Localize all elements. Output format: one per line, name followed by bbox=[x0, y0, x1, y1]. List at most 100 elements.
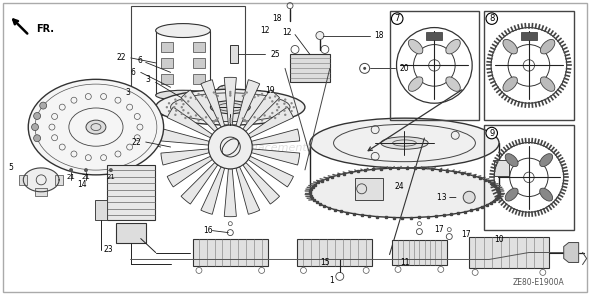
Circle shape bbox=[189, 96, 192, 99]
Circle shape bbox=[212, 121, 215, 123]
Circle shape bbox=[182, 109, 185, 112]
Text: 25: 25 bbox=[270, 50, 280, 59]
Circle shape bbox=[242, 95, 244, 97]
Text: 22: 22 bbox=[116, 53, 126, 63]
Circle shape bbox=[187, 100, 189, 103]
Circle shape bbox=[283, 109, 286, 112]
Text: 20: 20 bbox=[399, 64, 409, 73]
Circle shape bbox=[268, 116, 271, 118]
Text: 18: 18 bbox=[273, 14, 282, 23]
Bar bbox=[131, 6, 245, 115]
Circle shape bbox=[181, 106, 183, 108]
Circle shape bbox=[271, 100, 274, 103]
Circle shape bbox=[40, 102, 47, 109]
Bar bbox=[469, 237, 549, 268]
Circle shape bbox=[257, 118, 260, 120]
Circle shape bbox=[229, 94, 231, 97]
Bar bbox=[95, 200, 107, 220]
Wedge shape bbox=[251, 149, 300, 165]
Ellipse shape bbox=[217, 85, 233, 95]
Circle shape bbox=[175, 109, 178, 112]
Circle shape bbox=[363, 67, 366, 70]
Bar bbox=[389, 11, 479, 120]
Text: 12: 12 bbox=[261, 26, 270, 35]
Circle shape bbox=[261, 93, 263, 95]
Wedge shape bbox=[224, 77, 237, 125]
Text: 7: 7 bbox=[395, 14, 400, 23]
Circle shape bbox=[261, 119, 263, 122]
Circle shape bbox=[174, 114, 176, 116]
Circle shape bbox=[205, 96, 207, 98]
Circle shape bbox=[212, 91, 215, 94]
Circle shape bbox=[184, 95, 186, 98]
Ellipse shape bbox=[540, 40, 555, 54]
Bar bbox=[35, 188, 47, 196]
Ellipse shape bbox=[503, 40, 517, 54]
Circle shape bbox=[257, 94, 260, 97]
Circle shape bbox=[229, 93, 231, 95]
Text: eReplacementParts.com: eReplacementParts.com bbox=[227, 142, 363, 153]
Wedge shape bbox=[161, 129, 209, 145]
Text: 24: 24 bbox=[395, 182, 404, 191]
Bar bbox=[521, 32, 537, 40]
Bar bbox=[160, 58, 173, 68]
Text: 9: 9 bbox=[489, 129, 494, 137]
Circle shape bbox=[215, 93, 217, 95]
Wedge shape bbox=[181, 90, 218, 132]
Ellipse shape bbox=[503, 77, 517, 91]
Circle shape bbox=[229, 91, 231, 93]
Text: 21: 21 bbox=[67, 174, 76, 180]
Circle shape bbox=[283, 103, 286, 105]
Circle shape bbox=[182, 103, 185, 105]
Text: 12: 12 bbox=[283, 28, 292, 37]
Circle shape bbox=[244, 119, 246, 121]
Circle shape bbox=[274, 95, 276, 98]
Circle shape bbox=[166, 106, 168, 108]
Ellipse shape bbox=[86, 120, 106, 134]
Ellipse shape bbox=[211, 101, 250, 114]
Circle shape bbox=[229, 121, 231, 124]
Circle shape bbox=[278, 106, 280, 108]
Text: 2: 2 bbox=[131, 137, 136, 147]
Ellipse shape bbox=[540, 154, 553, 167]
Text: 10: 10 bbox=[494, 235, 504, 244]
Circle shape bbox=[229, 118, 231, 120]
Ellipse shape bbox=[540, 188, 553, 201]
Text: 5: 5 bbox=[8, 163, 14, 172]
Circle shape bbox=[463, 191, 475, 203]
Text: 16: 16 bbox=[203, 226, 212, 235]
Ellipse shape bbox=[505, 188, 518, 201]
Polygon shape bbox=[24, 168, 59, 192]
Circle shape bbox=[181, 113, 183, 115]
Circle shape bbox=[229, 119, 231, 122]
Circle shape bbox=[268, 96, 271, 99]
Circle shape bbox=[181, 99, 183, 102]
Text: 21: 21 bbox=[81, 174, 90, 180]
Wedge shape bbox=[248, 156, 293, 187]
Circle shape bbox=[201, 94, 204, 97]
Text: 21: 21 bbox=[106, 174, 115, 180]
Ellipse shape bbox=[310, 118, 499, 168]
Text: 6: 6 bbox=[138, 56, 143, 65]
Text: 23: 23 bbox=[103, 245, 113, 254]
Ellipse shape bbox=[505, 154, 518, 167]
Ellipse shape bbox=[408, 77, 423, 91]
Ellipse shape bbox=[156, 89, 305, 125]
Circle shape bbox=[244, 93, 246, 95]
Bar bbox=[230, 45, 238, 63]
Wedge shape bbox=[224, 169, 237, 217]
Circle shape bbox=[215, 119, 217, 121]
Text: 1: 1 bbox=[329, 276, 334, 285]
Wedge shape bbox=[243, 163, 280, 204]
Wedge shape bbox=[236, 167, 260, 214]
Circle shape bbox=[69, 168, 73, 172]
Text: 3: 3 bbox=[146, 75, 150, 84]
Wedge shape bbox=[167, 156, 212, 187]
Text: 8: 8 bbox=[489, 14, 494, 23]
Bar bbox=[355, 178, 382, 200]
Circle shape bbox=[34, 112, 41, 119]
Circle shape bbox=[316, 32, 324, 40]
Text: 6: 6 bbox=[131, 68, 136, 77]
Bar bbox=[297, 239, 372, 266]
Circle shape bbox=[278, 99, 280, 102]
